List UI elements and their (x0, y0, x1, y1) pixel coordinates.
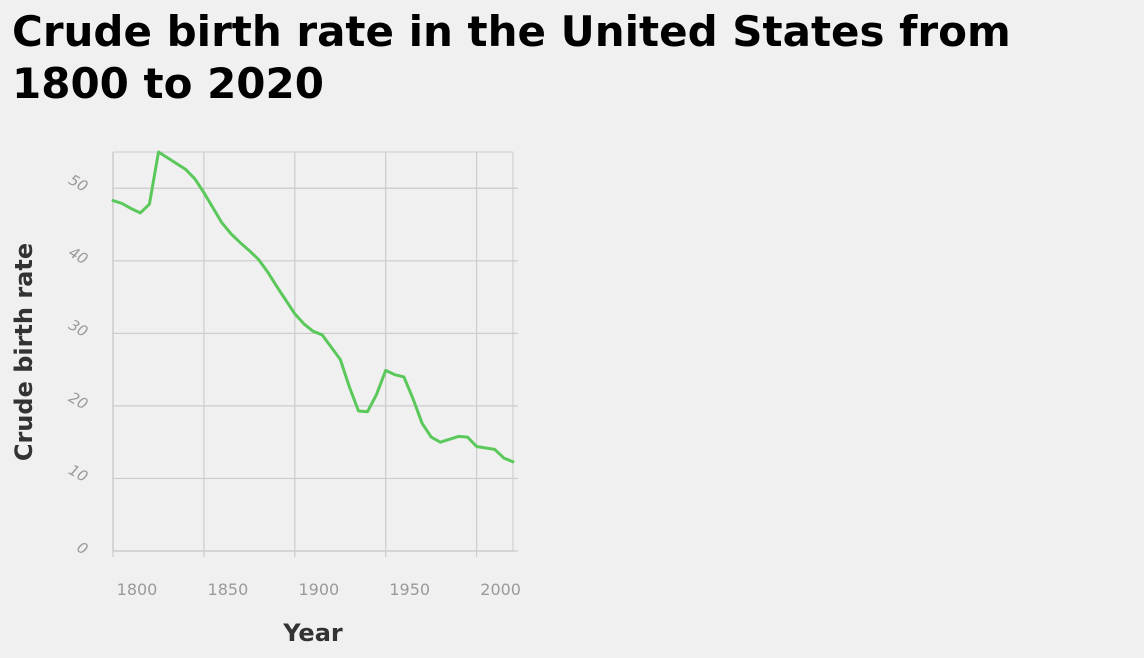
grid (112, 151, 518, 557)
y-tick-label: 0 (74, 538, 91, 558)
y-tick-label: 20 (65, 388, 91, 413)
y-tick-label: 50 (65, 171, 91, 196)
x-tick-label: 1950 (389, 580, 430, 599)
x-tick-label: 1800 (117, 580, 158, 599)
y-axis-title: Crude birth rate (10, 243, 38, 461)
x-tick-label: 1900 (298, 580, 339, 599)
series-line (111, 150, 515, 464)
y-tick-label: 10 (65, 461, 91, 486)
y-tick-label: 40 (65, 243, 91, 268)
labels: 0 10 20 30 40 50 1800 1850 1900 1950 2000 Year Crude… (10, 171, 521, 647)
chart-title: Crude birth rate in the United States fr… (12, 7, 1011, 108)
axes (112, 152, 513, 552)
x-tick-label: 2000 (480, 580, 521, 599)
x-tick-label: 1850 (208, 580, 249, 599)
y-tick-label: 30 (65, 316, 91, 341)
x-axis-title: Year (282, 619, 343, 647)
series (111, 150, 515, 464)
